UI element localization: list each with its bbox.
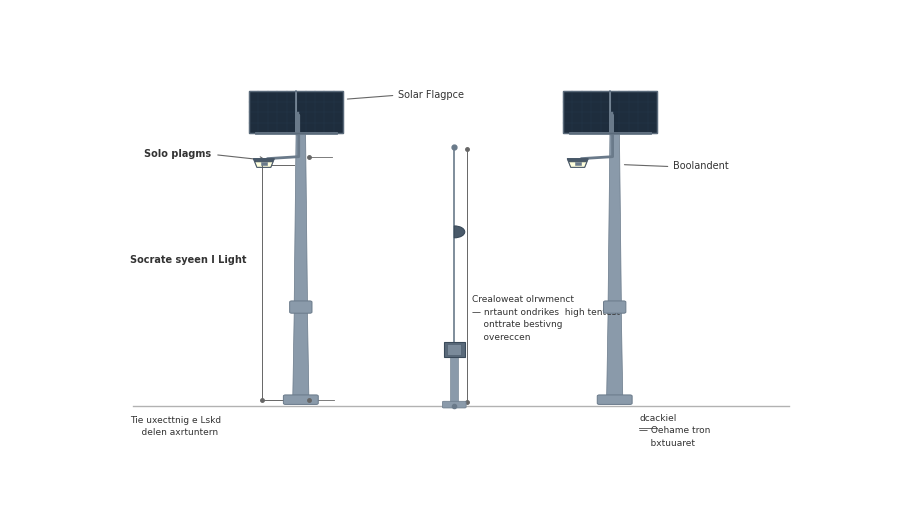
Polygon shape bbox=[254, 159, 274, 168]
Polygon shape bbox=[294, 113, 308, 302]
FancyBboxPatch shape bbox=[443, 401, 466, 408]
Text: Tie uxecttnig e Lskd
    delen axrtuntern: Tie uxecttnig e Lskd delen axrtuntern bbox=[130, 416, 221, 437]
Bar bbox=[296, 91, 343, 133]
Bar bbox=[575, 162, 580, 165]
Wedge shape bbox=[454, 226, 464, 238]
Bar bbox=[562, 91, 610, 133]
Text: Crealoweat olrwmenct
— nrtaunt ondrikes  high tentest
    onttrate bestivng
    : Crealoweat olrwmenct — nrtaunt ondrikes … bbox=[472, 295, 620, 342]
FancyBboxPatch shape bbox=[290, 301, 312, 313]
FancyBboxPatch shape bbox=[598, 395, 632, 405]
Text: dcackiel
— Oehame tron
    bxtuuaret: dcackiel — Oehame tron bxtuuaret bbox=[639, 414, 710, 448]
Polygon shape bbox=[567, 159, 589, 162]
Polygon shape bbox=[254, 159, 274, 162]
Bar bbox=[610, 91, 657, 133]
Text: Solar Flagpce: Solar Flagpce bbox=[398, 89, 464, 100]
FancyBboxPatch shape bbox=[284, 395, 319, 405]
Bar bbox=[447, 344, 461, 355]
FancyBboxPatch shape bbox=[444, 342, 464, 357]
Polygon shape bbox=[608, 113, 621, 302]
Text: Socrate syeen l Light: Socrate syeen l Light bbox=[130, 254, 247, 265]
Polygon shape bbox=[292, 312, 309, 395]
Polygon shape bbox=[607, 312, 623, 395]
Bar bbox=[249, 91, 343, 133]
Bar bbox=[562, 91, 657, 133]
Bar bbox=[261, 162, 266, 165]
Bar bbox=[249, 91, 296, 133]
Bar bbox=[450, 357, 458, 404]
FancyBboxPatch shape bbox=[604, 301, 626, 313]
Text: Solo plagms: Solo plagms bbox=[144, 149, 212, 159]
Text: Boolandent: Boolandent bbox=[672, 161, 728, 171]
Polygon shape bbox=[567, 159, 589, 168]
